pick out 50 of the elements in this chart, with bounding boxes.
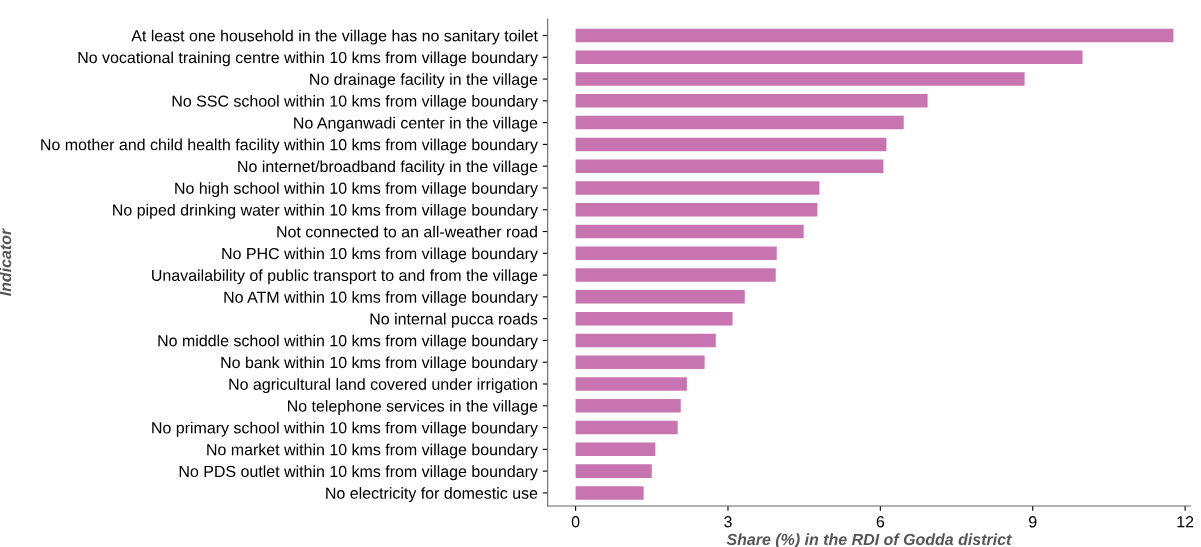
y-tick-label: No primary school within 10 kms from village boundary (152, 421, 538, 437)
bar (575, 159, 884, 173)
bar (575, 181, 820, 195)
y-tick-label: Not connected to an all-weather road (277, 225, 537, 238)
x-tick-label: 12 (1177, 516, 1194, 528)
y-tick-label: No high school within 10 kms from village boundary (175, 182, 538, 198)
bar (575, 420, 678, 435)
bar (575, 290, 745, 304)
y-tick-label: No bank within 10 kms from village boundary (221, 356, 538, 372)
y-tick-label: No middle school within 10 kms from village boundary (158, 334, 538, 350)
x-tick-label: 3 (724, 516, 732, 528)
y-tick-label: No agricultural land covered under irrigation (229, 378, 537, 394)
bar (575, 377, 687, 391)
y-axis-title: Indicator (0, 228, 12, 296)
y-tick-label: No market within 10 kms from village boundary (207, 443, 538, 459)
bar (575, 355, 705, 369)
y-tick-label: Unavailability of public transport to and from the village (152, 269, 538, 285)
y-tick-label: No PHC within 10 kms from village boundary (222, 247, 538, 263)
y-tick-label: No mother and child health facility within 10 kms from village boundary (41, 138, 538, 154)
bar (575, 28, 1174, 43)
bar (575, 399, 681, 413)
bar (575, 333, 716, 348)
x-tick-label: 0 (571, 516, 580, 528)
bar (575, 115, 904, 130)
bar (575, 202, 818, 217)
x-tick-label: 6 (876, 516, 885, 528)
bar (575, 50, 1083, 65)
bar (575, 311, 733, 326)
y-tick-label: No internal pucca roads (370, 312, 538, 328)
y-tick-label: At least one household in the village has no sanitary toilet (131, 29, 538, 45)
bar (575, 72, 1025, 86)
y-tick-label: No piped drinking water within 10 kms from village boundary (113, 203, 538, 219)
bar (575, 94, 928, 108)
y-tick-label: No ATM within 10 kms from village boundary (224, 291, 538, 306)
bar (575, 137, 887, 152)
bar (575, 246, 777, 261)
x-tick-label: 9 (1029, 516, 1037, 528)
bar (575, 442, 656, 457)
y-tick-label: No SSC school within 10 kms from village boundary (172, 95, 538, 110)
y-tick-label: No electricity for domestic use (326, 487, 538, 503)
bar (575, 224, 804, 239)
y-tick-label: No telephone services in the village (287, 399, 538, 415)
y-tick-label: No internet/broadband facility in the village (238, 160, 538, 176)
bar (575, 464, 652, 478)
y-tick-label: No Anganwadi center in the village (294, 116, 538, 132)
bar (575, 486, 644, 500)
bar (575, 268, 776, 282)
y-tick-label: No PDS outlet within 10 kms from village boundary (179, 465, 538, 481)
y-tick-label: No vocational training centre within 10 kms from village boundary (78, 51, 538, 67)
y-tick-label: No drainage facility in the village (310, 73, 538, 89)
